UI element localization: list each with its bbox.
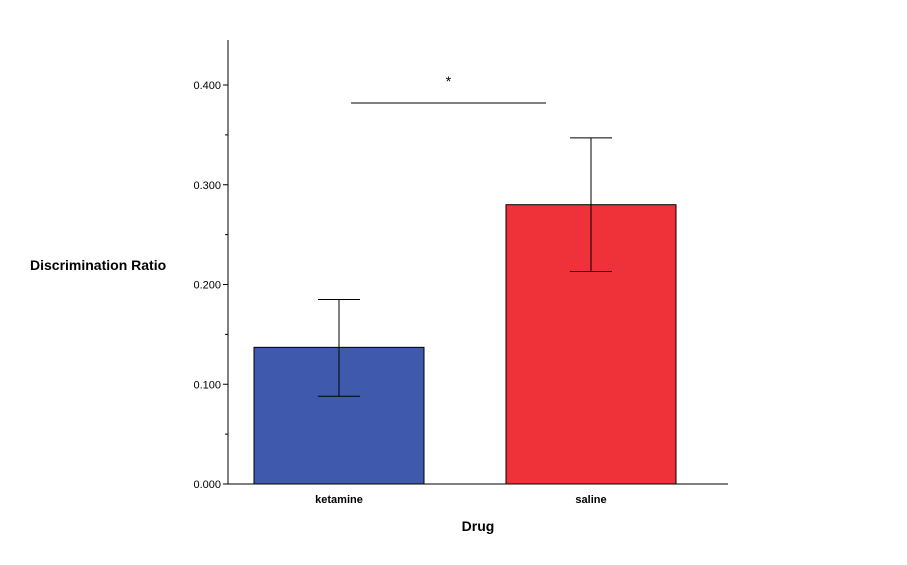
y-tick-label: 0.100 bbox=[193, 379, 221, 391]
significance-label: * bbox=[446, 73, 452, 89]
y-tick-label: 0.200 bbox=[193, 280, 221, 292]
x-tick-label: ketamine bbox=[315, 494, 363, 506]
x-axis-title: Drug bbox=[462, 518, 495, 534]
error-bars bbox=[318, 137, 612, 397]
x-tick-label: saline bbox=[575, 494, 606, 506]
y-axis: 0.000 0.100 0.200 0.300 0.400 bbox=[193, 40, 229, 491]
y-tick-label: 0.400 bbox=[193, 80, 221, 92]
bars bbox=[253, 204, 677, 485]
y-axis-title: Discrimination Ratio bbox=[30, 257, 166, 273]
y-tick-label: 0.300 bbox=[193, 180, 221, 192]
x-axis: ketamine saline bbox=[228, 483, 728, 506]
y-tick-label: 0.000 bbox=[193, 479, 221, 491]
significance-marker: * bbox=[351, 73, 546, 104]
